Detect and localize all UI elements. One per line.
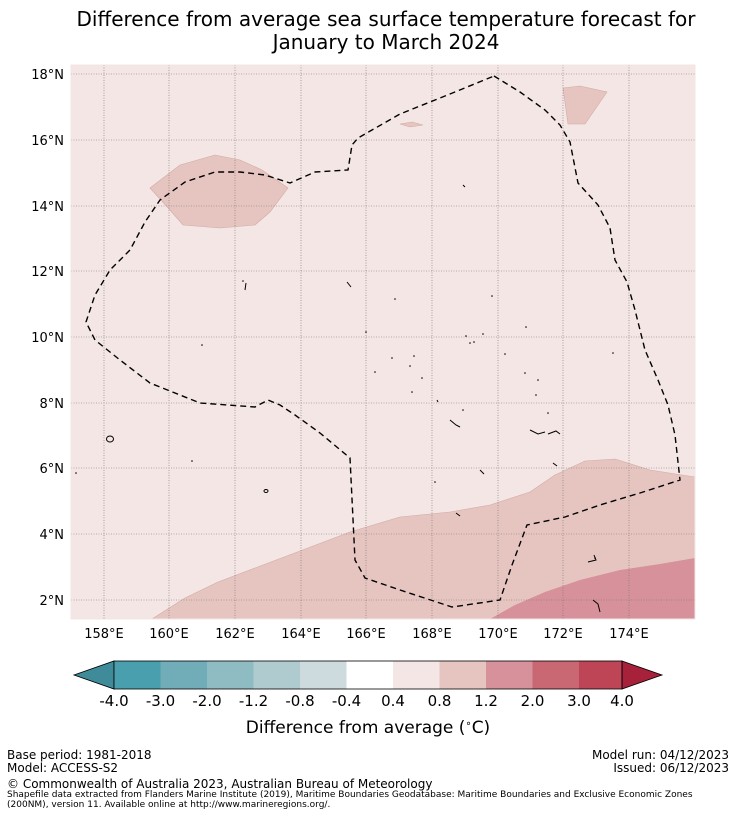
lat-label: 12°N [31,265,64,280]
colorbar-tick-labels: -4.0 -3.0 -2.0 -1.2 -0.8 -0.4 0.4 0.8 1.… [99,692,634,710]
longitude-tick-labels: 158°E 160°E 162°E 164°E 166°E 168°E 170°… [84,627,649,642]
colorbar-extend-high [621,660,664,690]
colorbar-swatch [114,661,161,689]
colorbar-label: 4.0 [610,692,634,710]
island-dots [75,280,614,559]
sst-anomaly-patch-southeast [490,558,695,619]
colorbar-title-text: Difference from average ( [245,718,466,738]
island-outlines [106,184,601,613]
data-source-line-2: (200NM), version 11. Available online at… [7,800,331,810]
colorbar-swatch [486,661,533,689]
colorbar-label: 0.8 [428,692,452,710]
map-panel [71,65,695,619]
lon-label: 172°E [543,627,583,642]
colorbar-swatch [439,661,486,689]
model-run-date: Model run: 04/12/2023 [591,748,729,762]
colorbar-swatch [300,661,347,689]
model-name: Model: ACCESS-S2 [7,761,119,775]
sst-anomaly-patch-small-north [399,121,424,128]
colorbar-swatch [253,661,300,689]
map-frame [70,64,696,620]
degree-symbol: ∘ [465,718,472,730]
colorbar-swatch [393,661,440,689]
colorbar [72,660,664,690]
colorbar-swatch [532,661,579,689]
colorbar-label: -0.8 [285,692,314,710]
colorbar-swatch [346,661,393,689]
colorbar-swatch [160,661,207,689]
colorbar-label: 3.0 [567,692,591,710]
lon-label: 164°E [281,627,321,642]
base-period: Base period: 1981-2018 [7,748,152,762]
eez-boundary-line [85,75,681,608]
colorbar-label: 2.0 [521,692,545,710]
title-line-2: January to March 2024 [272,30,500,54]
colorbar-title-unit: C) [471,718,491,738]
lon-label: 166°E [346,627,386,642]
lat-label: 10°N [31,331,64,346]
colorbar-swatch [207,661,254,689]
lat-label: 14°N [31,200,64,215]
colorbar-outline [113,660,623,690]
colorbar-label: -3.0 [146,692,175,710]
colorbar-extend-low [72,660,115,690]
data-source-line-1: Shapefile data extracted from Flanders M… [7,790,693,800]
lat-label: 16°N [31,134,64,149]
lon-label: 168°E [412,627,452,642]
colorbar-label: -1.2 [239,692,268,710]
colorbar-label: 1.2 [474,692,498,710]
lon-label: 158°E [84,627,124,642]
colorbar-label: -2.0 [192,692,221,710]
lat-label: 2°N [40,594,65,609]
sst-anomaly-patch-south [151,458,695,619]
lon-label: 174°E [609,627,649,642]
sst-anomaly-patch-northeast [562,85,608,125]
lat-label: 8°N [40,397,65,412]
copyright-notice: © Commonwealth of Australia 2023, Austra… [7,777,433,791]
title-line-1: Difference from average sea surface temp… [76,7,696,31]
lat-label: 18°N [31,68,64,83]
map-gridlines [71,65,695,619]
colorbar-swatch [579,661,622,689]
colorbar-label: -4.0 [99,692,128,710]
issued-date: Issued: 06/12/2023 [613,761,729,775]
lon-label: 162°E [215,627,255,642]
colorbar-label: -0.4 [332,692,361,710]
lon-label: 160°E [149,627,189,642]
lat-label: 6°N [40,462,65,477]
colorbar-label: 0.4 [381,692,405,710]
latitude-tick-labels: 2°N 4°N 6°N 8°N 10°N 12°N 14°N 16°N 18°N [31,68,64,609]
lon-label: 170°E [478,627,518,642]
colorbar-title: Difference from average (∘C) [0,718,736,738]
lat-label: 4°N [40,528,65,543]
chart-title: Difference from average sea surface temp… [0,8,736,54]
